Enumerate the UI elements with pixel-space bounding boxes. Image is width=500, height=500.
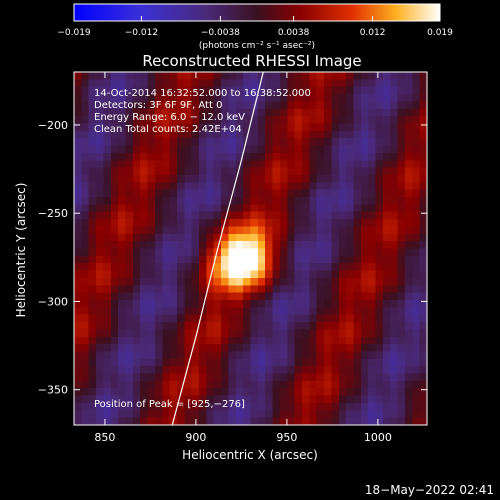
x-tick-label: 1000: [364, 431, 392, 444]
x-tick-label: 900: [185, 431, 206, 444]
heatmap-image: [74, 72, 427, 425]
plot-frame: [73, 71, 428, 426]
colorbar-tick-label: −0.012: [125, 28, 158, 38]
y-axis-ticks: −200 −250 −300 −350: [38, 119, 427, 397]
solar-limb-curve: [171, 72, 264, 425]
colorbar-tick-label: −0.0038: [201, 28, 240, 38]
annotation-line: Clean Total counts: 2.42E+04: [94, 124, 242, 135]
footer-timestamp: 18−May−2022 02:41: [365, 483, 494, 497]
annotation-line: 14-Oct-2014 16:32:52.000 to 16:38:52.000: [94, 88, 311, 99]
colorbar-tick-label: 0.0038: [278, 28, 310, 38]
colorbar-tick-label: 0.012: [360, 28, 386, 38]
x-tick-label: 950: [276, 431, 297, 444]
colorbar: [73, 3, 441, 22]
colorbar-ticks: −0.019 −0.012 −0.0038 0.0038 0.012 0.019: [57, 16, 453, 38]
x-axis-ticks: 850 900 950 1000: [94, 72, 392, 444]
y-tick-label: −250: [38, 207, 68, 220]
peak-position-label: Position of Peak = [925,−276]: [94, 399, 245, 410]
x-axis-title: Heliocentric X (arcsec): [182, 448, 318, 462]
y-tick-label: −300: [38, 295, 68, 308]
colorbar-label: (photons cm⁻² s⁻¹ asec⁻²): [199, 41, 315, 51]
x-tick-label: 850: [94, 431, 115, 444]
annotation-block: 14-Oct-2014 16:32:52.000 to 16:38:52.000…: [94, 88, 311, 135]
y-tick-label: −350: [38, 384, 68, 397]
colorbar-tick-label: 0.019: [427, 28, 453, 38]
colorbar-tick-label: −0.019: [57, 28, 91, 38]
y-tick-label: −200: [38, 119, 68, 132]
annotation-line: Detectors: 3F 6F 9F, Att 0: [94, 100, 222, 111]
y-axis-title: Heliocentric Y (arcsec): [14, 183, 28, 318]
chart-title: Reconstructed RHESSI Image: [142, 52, 361, 70]
annotation-line: Energy Range: 6.0 − 12.0 keV: [94, 112, 245, 123]
